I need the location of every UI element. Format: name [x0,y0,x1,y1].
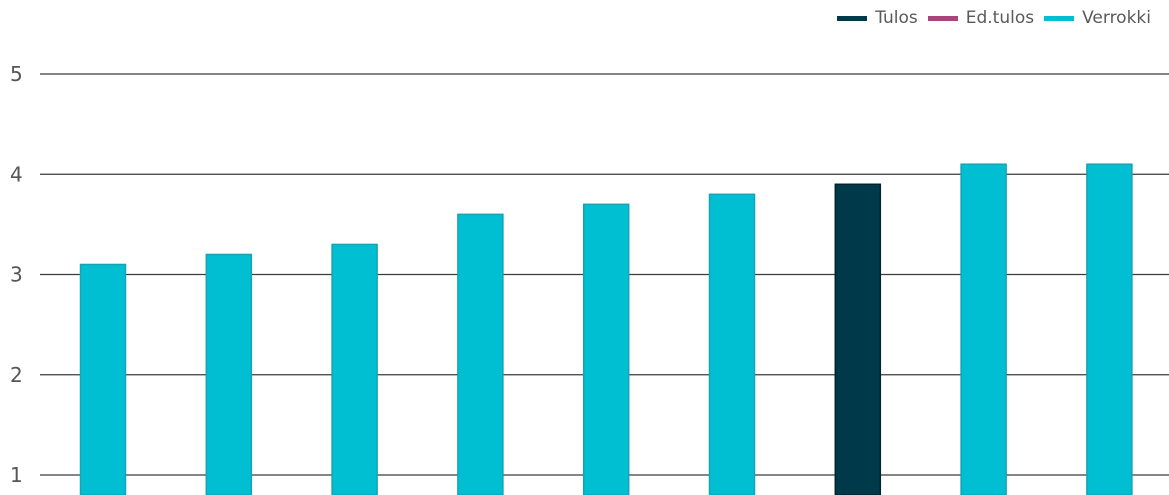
bar-2 [205,253,253,495]
legend-label-verrokki: Verrokki [1082,8,1151,28]
legend-label-ed-tulos: Ed.tulos [965,8,1035,28]
bar-9 [1086,163,1133,495]
bar-3 [331,243,378,495]
legend-item-verrokki: Verrokki [1044,8,1151,28]
legend-label-tulos: Tulos [875,8,918,28]
y-tick-label-5: 5 [10,62,23,86]
bar-6 [708,193,756,495]
bars [79,163,1133,495]
legend-swatch-verrokki [1044,15,1075,21]
bar-8 [960,163,1007,495]
y-tick-label-4: 4 [10,162,23,186]
legend: Tulos Ed.tulos Verrokki [827,8,1151,28]
legend-item-tulos: Tulos [837,8,918,28]
bar-4 [457,213,504,495]
y-tick-label-3: 3 [10,263,23,287]
y-tick-label-1: 1 [10,463,23,487]
y-axis-tick-labels: 1 2 3 4 5 [10,62,23,487]
y-tick-label-2: 2 [10,363,23,387]
bar-1 [79,263,127,495]
legend-swatch-tulos [837,15,868,21]
legend-swatch-ed-tulos [927,15,958,21]
bar-7 [834,183,882,495]
legend-item-ed-tulos: Ed.tulos [927,8,1035,28]
bar-5 [582,203,630,495]
